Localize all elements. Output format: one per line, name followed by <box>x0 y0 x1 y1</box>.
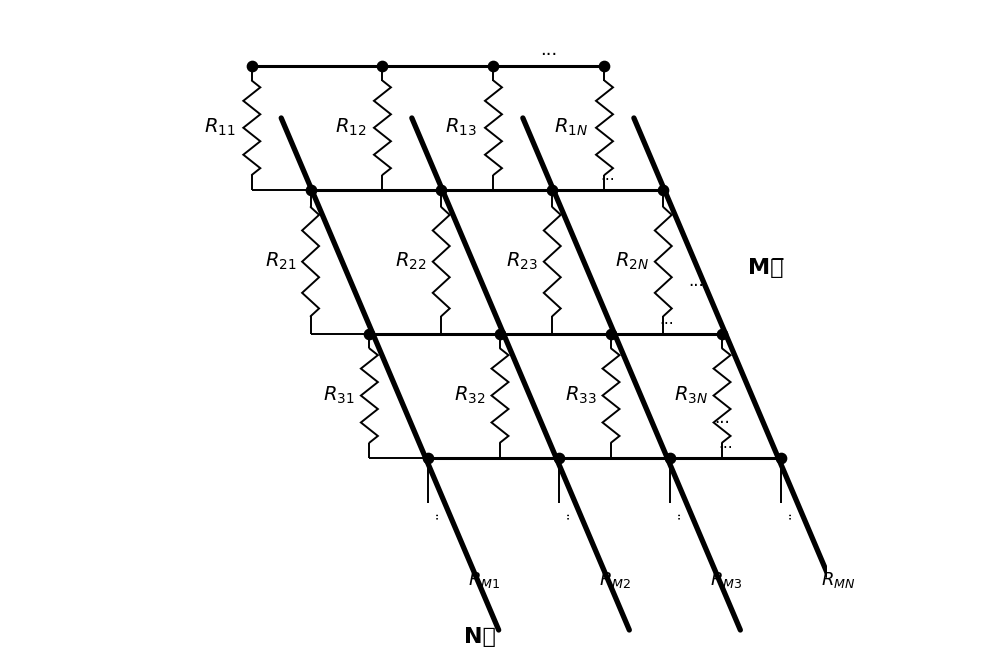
Text: ..: .. <box>426 510 440 518</box>
Text: $R_{22}$: $R_{22}$ <box>395 251 427 272</box>
Point <box>655 185 671 195</box>
Text: ...: ... <box>718 436 733 451</box>
Point <box>485 61 501 71</box>
Point <box>544 185 560 195</box>
Text: $R_{M1}$: $R_{M1}$ <box>468 570 501 590</box>
Text: $R_{M2}$: $R_{M2}$ <box>599 570 631 590</box>
Text: ...: ... <box>659 312 674 327</box>
Point <box>244 61 260 71</box>
Point <box>374 61 390 71</box>
Text: $R_{12}$: $R_{12}$ <box>335 117 366 139</box>
Text: $R_{13}$: $R_{13}$ <box>445 117 477 139</box>
Text: $R_{31}$: $R_{31}$ <box>323 385 355 406</box>
Text: N列: N列 <box>464 627 496 647</box>
Point <box>303 185 319 195</box>
Point <box>603 328 619 339</box>
Text: $R_{32}$: $R_{32}$ <box>454 385 486 406</box>
Text: $R_{3N}$: $R_{3N}$ <box>674 385 708 406</box>
Text: M行̅: M行̅ <box>748 258 784 278</box>
Point <box>551 452 567 463</box>
Point <box>714 328 730 339</box>
Point <box>773 452 789 463</box>
Text: $R_{33}$: $R_{33}$ <box>565 385 597 406</box>
Text: $R_{MN}$: $R_{MN}$ <box>821 570 855 590</box>
Point <box>420 452 436 463</box>
Text: $R_{23}$: $R_{23}$ <box>506 251 538 272</box>
Text: ...: ... <box>688 272 704 290</box>
Text: ..: .. <box>668 510 682 518</box>
Text: ..: .. <box>557 510 571 518</box>
Point <box>433 185 449 195</box>
Text: $R_{2N}$: $R_{2N}$ <box>615 251 649 272</box>
Text: $R_{11}$: $R_{11}$ <box>204 117 235 139</box>
Text: ...: ... <box>714 410 730 428</box>
Point <box>596 61 612 71</box>
Text: ...: ... <box>540 41 558 59</box>
Text: $R_{M3}$: $R_{M3}$ <box>710 570 742 590</box>
Text: ..: .. <box>779 510 793 518</box>
Text: $R_{1N}$: $R_{1N}$ <box>554 117 588 139</box>
Point <box>361 328 377 339</box>
Point <box>492 328 508 339</box>
Text: $R_{21}$: $R_{21}$ <box>265 251 296 272</box>
Text: ...: ... <box>600 168 615 183</box>
Point <box>662 452 678 463</box>
